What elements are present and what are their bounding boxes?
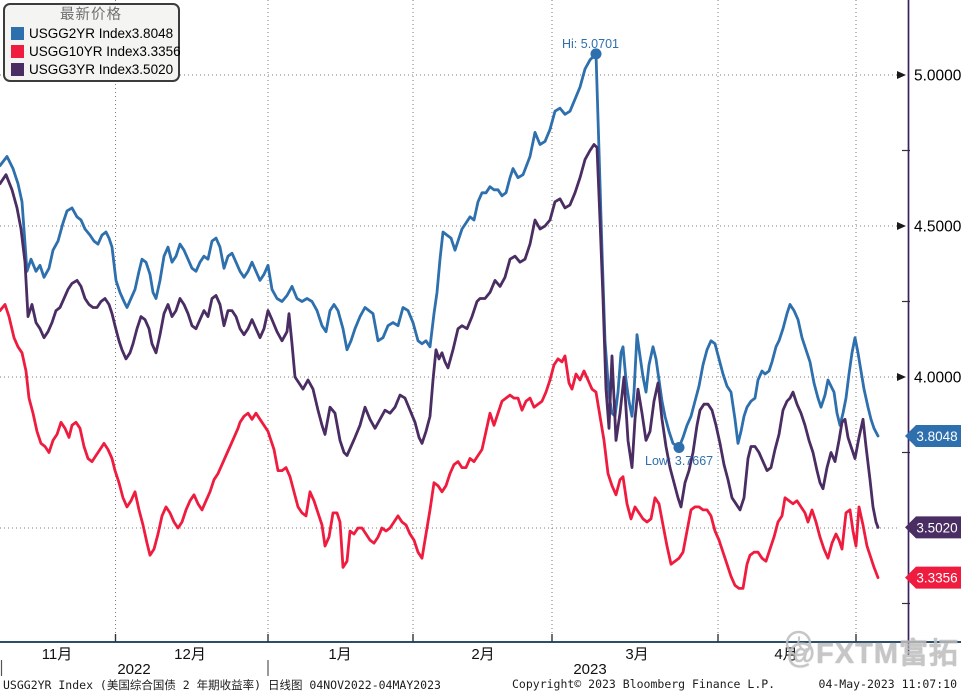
legend-item: USGG3YR Index 3.5020: [11, 60, 174, 78]
y-tick-label: 5.0000: [914, 68, 961, 85]
x-month-label: 11月: [42, 646, 73, 663]
y-tick-arrow: [897, 373, 906, 381]
annotations: Hi: 5.0701 Low: 3.7667: [562, 37, 713, 468]
low-annotation-dot: [673, 441, 685, 453]
price-tag-35020: [905, 516, 961, 539]
footer-security-description: USGG2YR Index (美国综合国债 2 年期收益率) 日线图 04NOV…: [3, 678, 441, 691]
footer-copyright: Copyright© 2023 Bloomberg Finance L.P.: [512, 677, 776, 691]
footer-timestamp: 04-May-2023 11:07:10: [818, 677, 957, 691]
y-tick-label: 4.0000: [914, 370, 961, 387]
price-tag-label: 3.5020: [916, 520, 957, 535]
legend-color-chip: [11, 26, 24, 40]
price-tag-label: 3.3356: [916, 571, 957, 586]
legend-title: 最新价格: [60, 7, 122, 23]
legend-item: USGG2YR Index 3.8048: [11, 24, 174, 42]
legend-item-label: USGG10YR Index: [29, 43, 140, 59]
legend-item-value: 3.3356: [139, 43, 181, 59]
legend-item-label: USGG2YR Index: [29, 25, 132, 41]
series-line-usgg2yr: [0, 52, 880, 449]
legend-item-value: 3.5020: [131, 61, 174, 77]
y-tick-label: 4.5000: [914, 219, 961, 236]
legend: 最新价格 USGG2YR Index 3.8048 USGG10YR Index 3.…: [3, 3, 181, 82]
price-tag-33356: [905, 566, 961, 589]
series-line-usgg3yr: [0, 143, 880, 529]
high-annotation-dot: [590, 48, 602, 60]
x-month-label: 12月: [174, 646, 206, 663]
price-tags: 3.8048 3.5020 3.3356: [905, 424, 961, 589]
low-annotation-label: Low: 3.7667: [645, 454, 713, 468]
x-month-label: 4月: [774, 646, 797, 663]
x-month-label: 1月: [328, 646, 351, 663]
x-year-label: 2023: [573, 661, 606, 678]
high-annotation-label: Hi: 5.0701: [562, 37, 619, 51]
legend-item-value: 3.8048: [131, 25, 174, 41]
legend-color-chip: [11, 62, 24, 76]
legend-item-label: USGG3YR Index: [29, 61, 132, 77]
gridlines: [0, 0, 900, 642]
series-lines: [0, 52, 880, 590]
price-tag-label: 3.8048: [916, 429, 957, 444]
series-line-usgg10yr: [0, 303, 880, 590]
x-month-label: 2月: [471, 646, 494, 663]
x-month-label: 3月: [625, 646, 648, 663]
price-tag-38048: [905, 424, 961, 447]
y-tick-arrow: [897, 222, 906, 230]
legend-item: USGG10YR Index 3.3356: [11, 42, 181, 60]
x-year-label: 2022: [117, 661, 150, 678]
legend-color-chip: [11, 44, 24, 58]
y-tick-arrow: [897, 71, 906, 79]
